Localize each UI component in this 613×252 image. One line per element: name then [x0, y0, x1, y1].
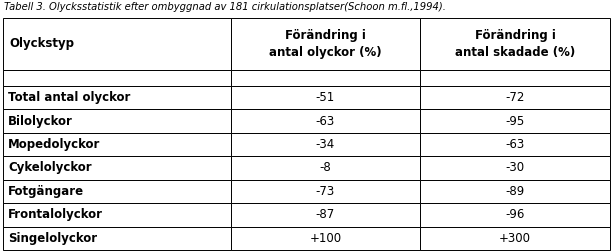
Text: -89: -89	[506, 185, 525, 198]
Text: -63: -63	[316, 115, 335, 128]
Bar	[421, 133, 610, 156]
Bar	[3, 70, 230, 86]
Text: -87: -87	[316, 208, 335, 221]
Text: -34: -34	[316, 138, 335, 151]
Bar	[230, 109, 421, 133]
Bar	[3, 227, 230, 250]
Text: -30: -30	[506, 162, 525, 174]
Bar	[230, 18, 421, 70]
Text: +100: +100	[310, 232, 341, 245]
Bar	[3, 18, 230, 70]
Bar	[3, 203, 230, 227]
Bar	[3, 180, 230, 203]
Text: -96: -96	[506, 208, 525, 221]
Text: Förändring i
antal skadade (%): Förändring i antal skadade (%)	[455, 29, 575, 59]
Bar	[3, 86, 230, 109]
Text: Frontalolyckor: Frontalolyckor	[8, 208, 103, 221]
Bar	[421, 70, 610, 86]
Text: -51: -51	[316, 91, 335, 104]
Text: -95: -95	[506, 115, 525, 128]
Bar	[230, 156, 421, 180]
Text: Förändring i
antal olyckor (%): Förändring i antal olyckor (%)	[269, 29, 382, 59]
Bar	[3, 156, 230, 180]
Bar	[421, 109, 610, 133]
Bar	[3, 133, 230, 156]
Text: Tabell 3. Olycksstatistik efter ombyggnad av 181 cirkulationsplatser(Schoon m.fl: Tabell 3. Olycksstatistik efter ombyggna…	[4, 2, 446, 12]
Bar	[421, 227, 610, 250]
Text: Fotgängare: Fotgängare	[8, 185, 84, 198]
Text: -73: -73	[316, 185, 335, 198]
Bar	[421, 86, 610, 109]
Bar	[230, 180, 421, 203]
Text: Total antal olyckor: Total antal olyckor	[8, 91, 131, 104]
Bar	[230, 203, 421, 227]
Text: -72: -72	[506, 91, 525, 104]
Text: -8: -8	[319, 162, 332, 174]
Text: +300: +300	[499, 232, 531, 245]
Bar	[3, 109, 230, 133]
Bar	[230, 133, 421, 156]
Bar	[230, 227, 421, 250]
Text: Mopedolyckor: Mopedolyckor	[8, 138, 101, 151]
Bar	[230, 70, 421, 86]
Text: Cykelolyckor: Cykelolyckor	[8, 162, 91, 174]
Bar	[421, 18, 610, 70]
Bar	[421, 156, 610, 180]
Text: Bilolyckor: Bilolyckor	[8, 115, 73, 128]
Bar	[421, 203, 610, 227]
Text: Singelolyckor: Singelolyckor	[8, 232, 97, 245]
Bar	[421, 180, 610, 203]
Text: Olyckstyp: Olyckstyp	[9, 38, 74, 50]
Text: -63: -63	[506, 138, 525, 151]
Bar	[230, 86, 421, 109]
